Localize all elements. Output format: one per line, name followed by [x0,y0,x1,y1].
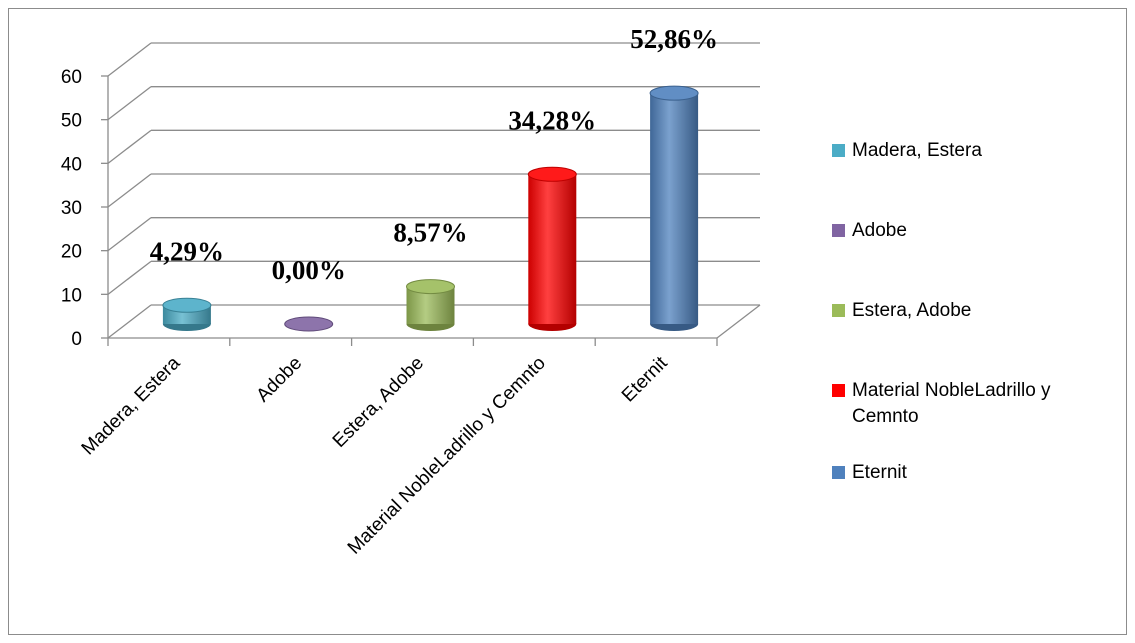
floor-edge [716,304,761,339]
legend-label: Eternit [852,462,907,483]
bar-top [649,85,699,101]
legend-item-eternit: Eternit [832,460,1122,486]
legend-label: Madera, Estera [852,140,982,161]
y-tick-label: 10 [61,285,82,306]
legend-label: Estera, Adobe [852,300,972,321]
data-label: 0,00% [272,255,346,285]
legend-swatch [832,224,845,237]
legend-swatch [832,466,845,479]
x-tick-label: Eternit [618,352,672,406]
legend-label: Material NobleLadrillo y Cemnto [852,380,1051,427]
bar-top [162,297,212,313]
x-tick-label: Adobe [253,353,307,407]
y-tick-label: 0 [71,329,82,350]
gridline-depth [107,86,152,121]
legend-swatch [832,384,845,397]
gridline-depth [107,304,152,339]
legend-item-madera-estera: Madera, Estera [832,138,1122,164]
x-tick-label: Material NobleLadrillo y Cemnto [344,353,550,559]
data-label: 52,86% [630,24,718,54]
y-tick-label: 60 [61,67,82,88]
bar-body [650,93,699,324]
legend-swatch [832,304,845,317]
y-tick-label: 40 [61,154,82,175]
legend-swatch [832,144,845,157]
x-tick-label: Madera, Estera [78,352,185,459]
gridline-depth [107,260,152,295]
gridline-depth [107,42,152,77]
y-tick-label: 30 [61,198,82,219]
data-label: 8,57% [393,218,467,248]
gridline-depth [107,173,152,208]
legend-item-estera-adobe: Estera, Adobe [832,298,1122,324]
bar-top [527,166,577,182]
legend-label: Adobe [852,220,907,241]
y-tick-label: 20 [61,242,82,263]
x-tick-label: Estera, Adobe [329,353,428,452]
y-tick-label: 50 [61,111,82,132]
gridline-depth [107,129,152,164]
bar-body [528,174,577,324]
legend-item-material-noble: Material NobleLadrillo y Cemnto [832,378,1122,430]
bar-top [284,316,334,332]
data-label: 4,29% [150,236,224,266]
bar-top [406,279,455,295]
data-label: 34,28% [508,105,596,135]
legend-item-adobe: Adobe [832,218,1122,244]
gridline-depth [107,217,152,252]
